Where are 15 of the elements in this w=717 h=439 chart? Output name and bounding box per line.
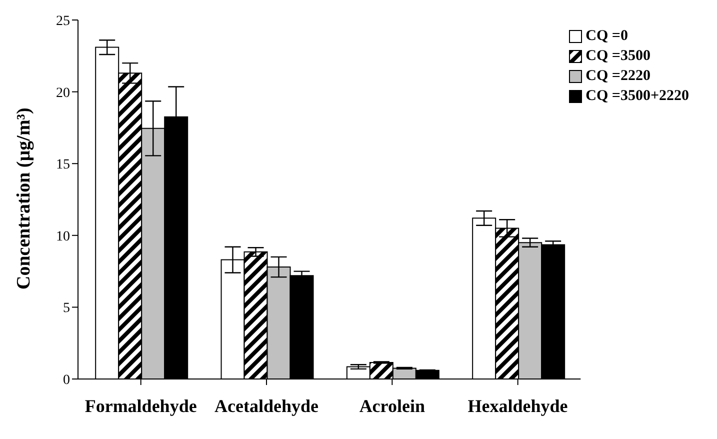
y-tick-label: 20 — [56, 86, 70, 101]
x-tick-label: Acrolein — [359, 396, 425, 416]
x-tick-label: Formaldehyde — [84, 396, 197, 416]
y-tick-label: 10 — [56, 229, 70, 244]
x-tick-label: Hexaldehyde — [468, 396, 568, 416]
y-tick-label: 5 — [63, 301, 70, 316]
x-tick-label: Acetaldehyde — [214, 396, 318, 416]
y-tick-label: 0 — [63, 372, 70, 388]
legend-label: CQ =3500+2220 — [586, 88, 689, 105]
y-axis-title: Concentration (µg/m³) — [14, 108, 35, 290]
legend-label: CQ =3500 — [586, 48, 650, 65]
y-tick-label: 15 — [56, 158, 70, 173]
legend-label: CQ =0 — [586, 28, 628, 45]
legend-label: CQ =2220 — [586, 68, 650, 85]
y-tick-label: 25 — [56, 14, 70, 29]
